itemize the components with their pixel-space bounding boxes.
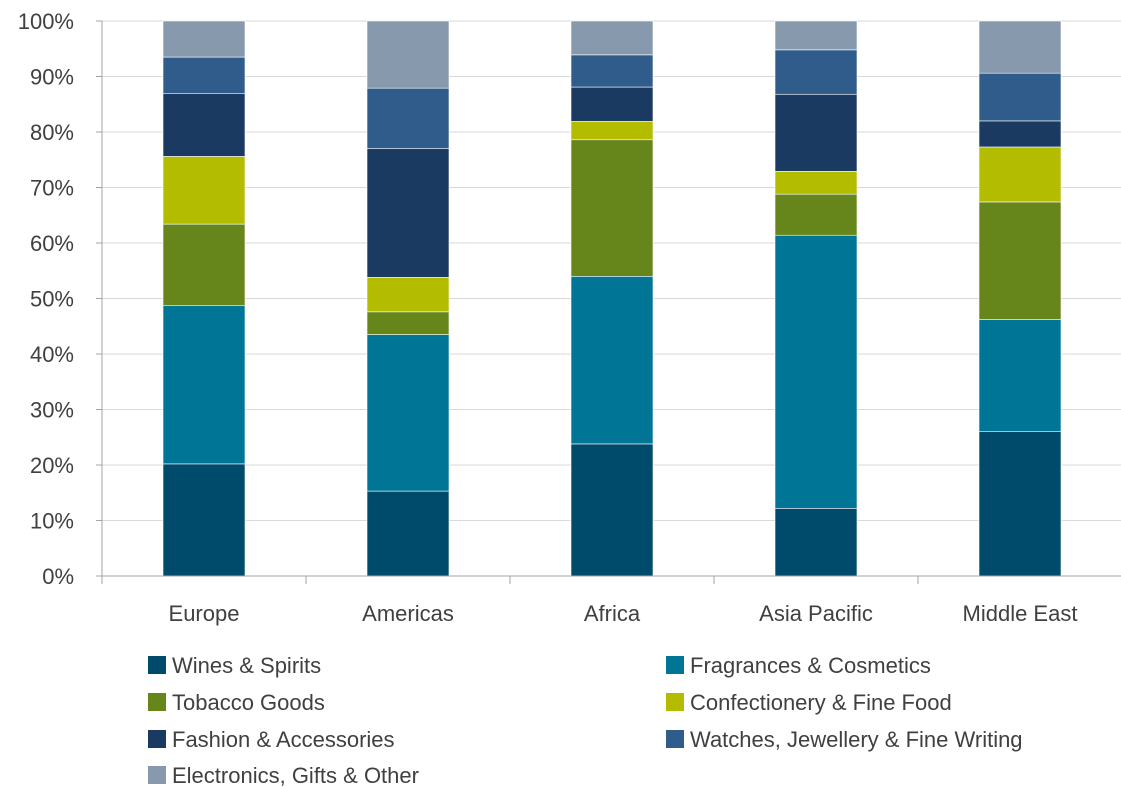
bar-segment [162,93,246,157]
bar-segment [774,171,858,195]
bar-segment [774,193,858,236]
legend-label: Watches, Jewellery & Fine Writing [690,727,1023,752]
bar-segment [570,20,654,56]
x-tick-label: Asia Pacific [759,601,873,626]
bar-segment [774,93,858,172]
x-axis-tick-labels: Europe Americas Africa Asia Pacific Middle E… [169,601,1078,626]
bar-segment [570,86,654,122]
bar-segment [978,146,1062,203]
bars [162,20,1062,577]
bar-segment [162,20,246,58]
bar-segment [366,148,450,278]
y-tick-label: 100% [18,9,74,34]
axes [96,20,1121,584]
bar-segment [162,305,246,465]
y-tick-label: 0% [42,564,74,589]
y-tick-label: 60% [30,231,74,256]
bar-segment [366,277,450,313]
legend-swatch [666,656,684,674]
bar-segment [774,20,858,51]
bar-segment [570,275,654,445]
legend: Wines & Spirits Fragrances & Cosmetics Tob… [148,653,1023,787]
y-tick-label: 70% [30,176,74,201]
bar-segment [978,319,1062,432]
legend-swatch [148,656,166,674]
legend-label: Confectionery & Fine Food [690,690,952,715]
bar-segment [774,507,858,577]
bar-segment [978,201,1062,320]
y-tick-label: 80% [30,120,74,145]
x-tick-label: Middle East [963,601,1078,626]
legend-swatch [148,766,166,784]
bar-segment [978,431,1062,577]
bar-segment [162,156,246,225]
x-tick-label: Europe [169,601,240,626]
bar-segment [978,72,1062,122]
y-tick-label: 50% [30,287,74,312]
y-tick-label: 10% [30,509,74,534]
legend-label: Wines & Spirits [172,653,321,678]
bar-segment [162,56,246,95]
bar-segment [366,311,450,335]
legend-label: Fragrances & Cosmetics [690,653,931,678]
bar-segment [570,54,654,88]
legend-label: Tobacco Goods [172,690,325,715]
legend-swatch [666,730,684,748]
bar-segment [774,234,858,509]
x-tick-label: Africa [584,601,641,626]
legend-swatch [148,730,166,748]
bar-segment [162,463,246,577]
bar-segment [366,87,450,149]
y-tick-label: 30% [30,398,74,423]
y-tick-label: 90% [30,65,74,90]
legend-swatch [666,693,684,711]
x-tick-label: Americas [362,601,454,626]
bar-segment [570,139,654,277]
bar-segment [774,49,858,95]
y-axis-tick-labels: 0% 10% 20% 30% 40% 50% 60% 70% 80% 90% 100% [18,9,74,589]
bar-segment [978,20,1062,74]
bar-segment [366,490,450,577]
legend-label: Electronics, Gifts & Other [172,763,419,787]
legend-swatch [148,693,166,711]
bar-segment [162,223,246,307]
bar-segment [366,334,450,492]
y-tick-label: 40% [30,342,74,367]
bar-segment [570,443,654,577]
bar-segment [366,20,450,89]
bar-segment [570,121,654,141]
y-tick-label: 20% [30,453,74,478]
bar-segment [978,120,1062,148]
legend-label: Fashion & Accessories [172,727,395,752]
